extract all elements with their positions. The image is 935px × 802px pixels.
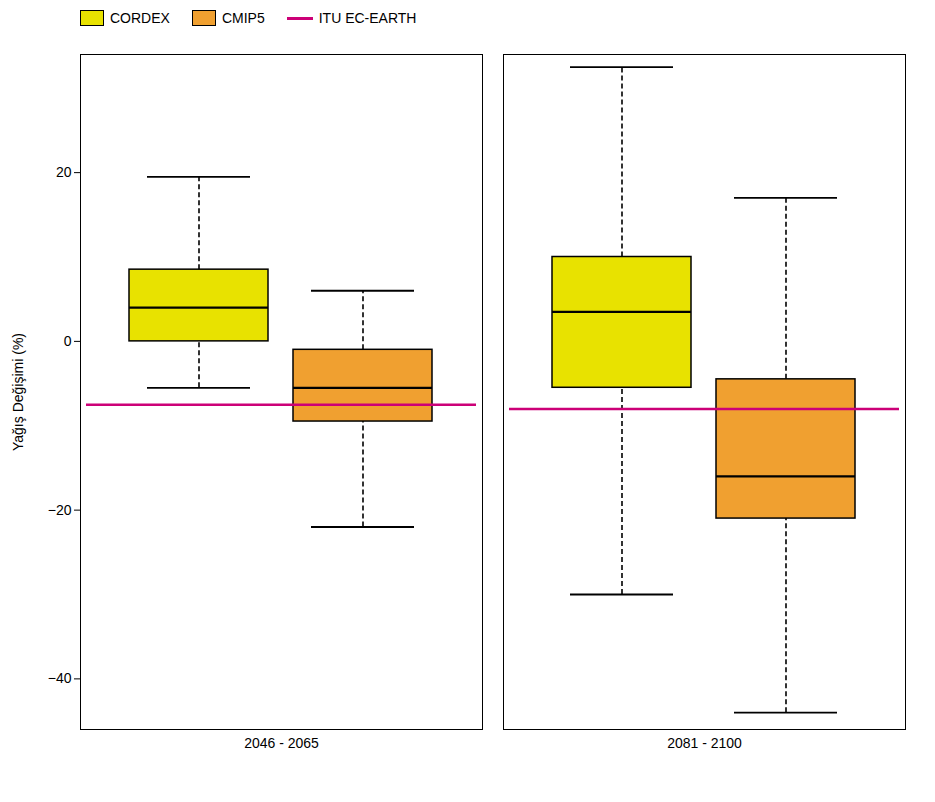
svg-text:−20: −20 <box>48 502 72 518</box>
html-text:ITU EC-EARTH: ITU EC-EARTH <box>318 10 417 26</box>
html-text:CORDEX: CORDEX <box>110 10 170 26</box>
svg-text:2046 - 2065: 2046 - 2065 <box>244 735 319 751</box>
svg-text:−40: −40 <box>48 670 72 686</box>
svg-text:2081 - 2100: 2081 - 2100 <box>667 735 742 751</box>
svg-text:20: 20 <box>56 164 72 180</box>
html-text:CMIP5: CMIP5 <box>221 10 265 26</box>
svg-text:Yağış Değişimi (%): Yağış Değişimi (%) <box>10 333 26 451</box>
svg-text:0: 0 <box>64 333 72 349</box>
